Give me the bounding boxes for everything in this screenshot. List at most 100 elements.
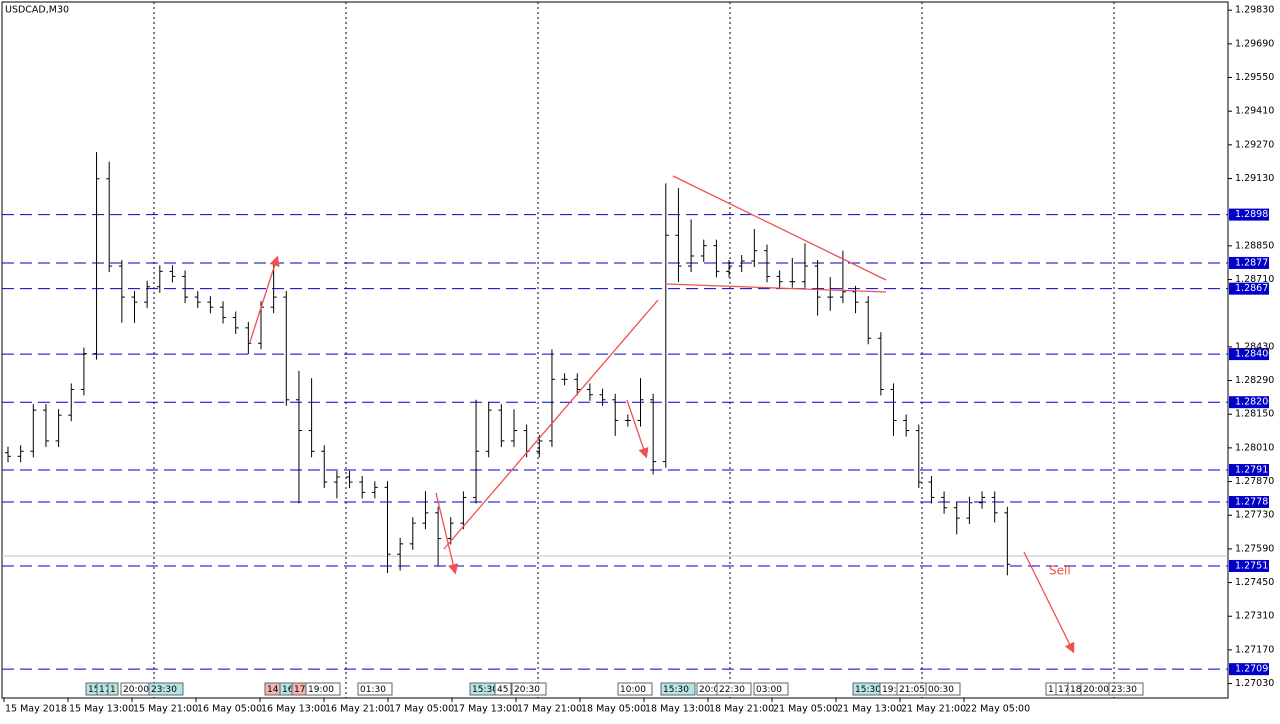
level-tag [1229,282,1269,295]
event-tag [107,682,119,696]
y-tick-label: 1.29830 [1235,5,1274,16]
x-tick-label: 21 May 13:00 [837,704,902,715]
arrow [249,255,280,343]
event-tag [617,682,653,696]
level-tag [1229,208,1269,221]
event-label: 17 [294,685,305,695]
x-tick-label: 16 May 21:00 [325,704,390,715]
event-label: 45 [497,685,508,695]
event-label: 22:30 [719,685,745,695]
y-tick-label: 1.29550 [1235,72,1274,83]
trend-line [672,175,887,281]
event-label: 00:30 [928,685,954,695]
event-label: 17 [1058,685,1069,695]
level-label: 1.27519 [1235,560,1274,571]
y-tick-label: 1.27310 [1235,611,1274,622]
x-tick-label: 17 May 13:00 [453,704,518,715]
event-label: 1 [110,685,116,695]
event-label: 21:05 [899,685,925,695]
event-tag [1108,682,1144,696]
y-tick-label: 1.29130 [1235,173,1274,184]
event-tag [148,682,184,696]
event-label: 16 [282,685,294,695]
x-tick-label: 18 May 13:00 [645,704,710,715]
event-label: 15:30 [472,685,498,695]
event-label: 1 [1048,685,1054,695]
arrow [1023,551,1075,654]
level-label: 1.27785 [1235,496,1274,507]
level-tag [1229,348,1269,361]
arrow [626,399,649,459]
event-tag [716,682,752,696]
y-tick-label: 1.28710 [1235,274,1274,285]
x-tick-label: 15 May 21:00 [133,704,198,715]
event-tag [494,682,512,696]
level-tag [1229,396,1269,409]
x-tick-label: 21 May 05:00 [773,704,838,715]
event-label: 20:00 [123,685,149,695]
level-label: 1.28200 [1235,397,1274,408]
event-label: 15:30 [855,685,881,695]
y-tick-label: 1.28850 [1235,240,1274,251]
event-tag [753,682,789,696]
trend-line [666,283,887,293]
event-label: 23:30 [151,685,177,695]
annotation: Sell [1049,564,1071,578]
event-label: 10:00 [620,685,646,695]
event-tag [357,682,393,696]
event-tag [925,682,961,696]
y-tick-label: 1.27870 [1235,476,1274,487]
x-tick-label: 16 May 05:00 [197,704,262,715]
chart-title: USDCAD,M30 [5,5,69,16]
x-tick-label: 17 May 21:00 [517,704,582,715]
event-tag [660,682,696,696]
arrow [435,492,459,575]
level-label: 1.27090 [1235,664,1274,675]
event-tag [305,682,341,696]
event-tag [511,682,547,696]
y-tick-label: 1.27170 [1235,644,1274,655]
x-tick-label: 17 May 05:00 [389,704,454,715]
event-label: 15 [88,685,99,695]
x-tick-label: 21 May 21:00 [901,704,966,715]
y-tick-label: 1.27450 [1235,577,1274,588]
y-tick-label: 1.28430 [1235,341,1274,352]
y-tick-label: 1.27590 [1235,543,1274,554]
x-tick-label: 16 May 13:00 [261,704,326,715]
event-label: 18 [1070,685,1082,695]
x-tick-label: 18 May 05:00 [581,704,646,715]
event-label: 19: [882,685,896,695]
y-tick-label: 1.28010 [1235,442,1274,453]
event-label: 20:0 [699,685,719,695]
level-label: 1.28672 [1235,283,1274,294]
event-label: 03:00 [756,685,782,695]
level-tag [1229,495,1269,508]
x-tick-label: 15 May 2018 [5,704,67,715]
level-label: 1.28400 [1235,349,1274,360]
x-tick-label: 15 May 13:00 [69,704,134,715]
x-tick-label: 22 May 05:00 [965,704,1030,715]
y-tick-label: 1.28150 [1235,409,1274,420]
event-label: 01:30 [360,685,386,695]
level-tag [1229,464,1269,477]
event-label: 20:00 [1083,685,1109,695]
y-tick-label: 1.28290 [1235,375,1274,386]
event-label: 14 [267,685,279,695]
event-label: 20:30 [514,685,540,695]
y-tick-label: 1.27730 [1235,510,1274,521]
event-label: 17 [99,685,110,695]
trend-line [443,299,659,550]
event-label: 23:30 [1111,685,1137,695]
x-tick-label: 18 May 21:00 [709,704,774,715]
drawings [249,175,1075,654]
y-tick-label: 1.27030 [1235,678,1274,689]
level-tag [1229,559,1269,572]
event-label: 15:30 [663,685,689,695]
level-label: 1.27918 [1235,465,1274,476]
level-tag [1229,256,1269,269]
level-tag [1229,663,1269,676]
level-label: 1.28779 [1235,257,1274,268]
vertical-grid [153,2,1115,698]
